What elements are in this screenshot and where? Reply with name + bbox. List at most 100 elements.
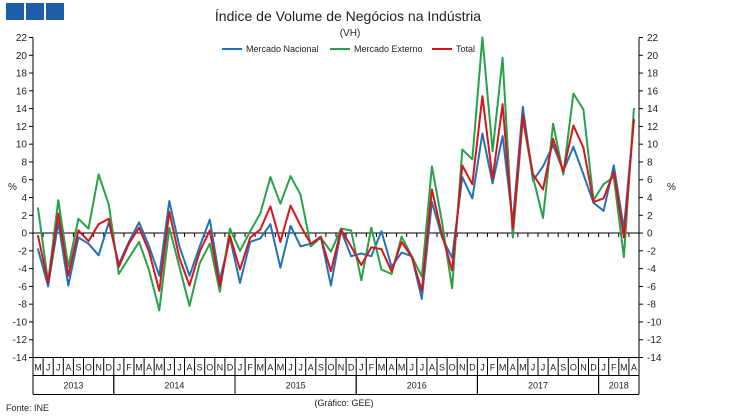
data-point-mercado-nacional: [299, 245, 302, 248]
month-label: J: [420, 363, 425, 373]
data-point-total: [249, 236, 252, 239]
data-point-total: [582, 146, 585, 149]
month-label: D: [227, 363, 234, 373]
data-point-total: [168, 210, 171, 213]
y-tick-label-right: 8: [647, 157, 653, 168]
data-point-mercado-externo: [572, 92, 575, 95]
data-point-total: [128, 242, 130, 245]
month-label: S: [318, 363, 324, 373]
y-tick-label-right: 6: [647, 175, 653, 186]
data-point-mercado-externo: [633, 107, 635, 110]
data-point-total: [400, 241, 403, 243]
month-label: O: [449, 363, 456, 373]
month-label: M: [620, 363, 628, 373]
data-point-mercado-externo: [299, 193, 302, 196]
month-label: F: [126, 363, 132, 373]
data-point-mercado-nacional: [168, 200, 171, 202]
data-point-mercado-externo: [481, 36, 484, 39]
y-tick-label-right: -6: [647, 282, 656, 293]
month-label: O: [206, 363, 213, 373]
y-axis-label-right: %: [667, 182, 676, 193]
data-point-total: [117, 265, 120, 268]
data-point-mercado-externo: [451, 287, 454, 290]
y-tick-label-right: -8: [647, 300, 656, 311]
legend-label-mercado-externo: Mercado Externo: [354, 44, 423, 54]
data-point-mercado-externo: [168, 226, 171, 229]
data-point-mercado-externo: [309, 245, 312, 248]
series-line-total: [37, 95, 635, 292]
data-point-mercado-nacional: [582, 173, 585, 176]
data-point-total: [622, 236, 625, 239]
data-point-mercado-nacional: [350, 255, 353, 258]
data-point-mercado-nacional: [471, 197, 474, 200]
chart-title: Índice de Volume de Negócios na Indústri…: [215, 8, 481, 24]
data-point-total: [390, 270, 393, 273]
data-point-mercado-externo: [178, 265, 181, 268]
data-point-mercado-externo: [269, 176, 272, 178]
data-point-total: [360, 264, 363, 266]
data-point-mercado-nacional: [360, 252, 363, 255]
month-label: M: [499, 363, 507, 373]
year-label: 2015: [286, 381, 306, 391]
month-label: A: [631, 363, 637, 373]
month-label: M: [398, 363, 406, 373]
data-point-total: [77, 229, 80, 232]
month-label: A: [429, 363, 435, 373]
data-point-mercado-nacional: [47, 285, 50, 288]
data-point-mercado-externo: [249, 230, 252, 233]
y-tick-label-left: 14: [16, 104, 28, 115]
month-label: N: [580, 363, 587, 373]
y-tick-label-right: 22: [647, 33, 659, 44]
legend-label-total: Total: [456, 44, 475, 54]
data-point-mercado-externo: [400, 235, 403, 238]
legend: Mercado Nacional Mercado Externo Total: [222, 44, 475, 54]
month-label: D: [106, 363, 113, 373]
y-tick-label-right: 18: [647, 69, 659, 80]
data-point-mercado-externo: [461, 148, 464, 151]
y-tick-label-left: 18: [16, 69, 28, 80]
data-point-total: [572, 124, 575, 127]
data-point-mercado-nacional: [481, 132, 484, 135]
month-label: A: [65, 363, 71, 373]
data-point-total: [158, 289, 161, 292]
month-label: J: [167, 363, 172, 373]
y-tick-label-left: -4: [18, 264, 27, 275]
data-point-mercado-nacional: [198, 245, 201, 248]
month-label: J: [541, 363, 546, 373]
month-label: J: [531, 363, 536, 373]
data-point-total: [602, 197, 605, 200]
data-point-total: [441, 233, 443, 236]
year-label: 2014: [164, 381, 184, 391]
y-tick-label-left: 4: [21, 193, 27, 204]
data-point-total: [501, 103, 504, 106]
data-point-total: [481, 95, 484, 98]
data-point-mercado-externo: [218, 290, 221, 293]
month-label: S: [560, 363, 566, 373]
month-label: D: [469, 363, 476, 373]
data-point-total: [47, 281, 50, 284]
data-point-total: [562, 170, 565, 173]
y-tick-label-left: 0: [21, 229, 27, 240]
chart-credit: (Gráfico: GEE): [314, 398, 373, 408]
data-point-total: [57, 212, 60, 215]
data-point-total: [340, 228, 342, 231]
data-point-total: [289, 204, 292, 207]
data-point-total: [259, 228, 262, 231]
y-tick-label-right: -10: [647, 317, 662, 328]
data-point-mercado-externo: [148, 269, 151, 272]
month-label: M: [378, 363, 386, 373]
data-point-mercado-externo: [259, 212, 262, 215]
month-label: A: [550, 363, 556, 373]
data-point-mercado-externo: [107, 203, 110, 206]
data-point-total: [107, 217, 110, 220]
data-point-total: [319, 236, 322, 239]
month-label: M: [257, 363, 265, 373]
month-label: A: [510, 363, 516, 373]
data-point-total: [239, 268, 241, 271]
data-point-mercado-nacional: [602, 209, 605, 212]
month-label: A: [267, 363, 273, 373]
month-label: A: [146, 363, 152, 373]
y-tick-label-left: -14: [13, 353, 28, 364]
data-point-total: [451, 269, 454, 272]
series-points-total: [37, 95, 635, 292]
